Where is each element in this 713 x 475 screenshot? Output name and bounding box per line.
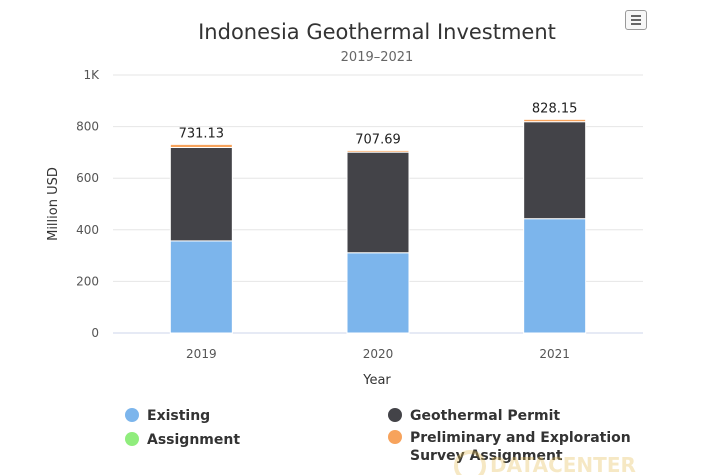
legend-marker [125,408,139,422]
legend-item-label: Assignment [147,432,240,448]
legend-marker [388,430,402,444]
y-axis-ticks: 0 200 400 600 800 1K [76,68,100,340]
total-data-label: 731.13 [179,126,225,141]
legend: Existing Geothermal Permit Assignment Preli… [125,408,631,464]
watermark-logo: DATACENTER [454,450,636,475]
x-tick-label: 2020 [363,347,394,361]
y-tick-label: 400 [76,223,99,237]
data-labels: 731.13 707.69 828.15 [179,101,578,147]
y-axis-title: Million USD [46,167,61,241]
x-tick-label: 2019 [186,347,217,361]
watermark-text: DATACENTER [490,453,636,475]
y-tick-label: 1K [83,68,100,82]
chart-title: Indonesia Geothermal Investment [198,20,556,44]
total-data-label: 828.15 [532,101,578,116]
bar-segment [169,240,233,334]
legend-marker [125,432,139,446]
legend-item-label: Geothermal Permit [410,408,560,424]
bar-segment [523,218,587,334]
chart-subtitle: 2019–2021 [341,50,414,65]
y-tick-label: 200 [76,274,99,288]
x-axis-title: Year [362,373,391,388]
bar-segment [346,252,410,334]
legend-marker [388,408,402,422]
y-tick-label: 0 [91,326,99,340]
bar-segment [523,118,587,123]
legend-item-label: Preliminary and Exploration Survey Assign… [410,430,631,464]
x-axis-ticks: 2019 2020 2021 [186,347,570,361]
bar-segment [346,151,410,254]
y-tick-label: 800 [76,120,99,134]
x-tick-label: 2021 [539,347,570,361]
bar-segment [169,146,233,242]
bar-segment [346,149,410,153]
hamburger-menu-icon[interactable] [625,10,647,30]
bar-segment [523,121,587,220]
legend-item-label: Existing [147,408,210,424]
bars [169,118,587,334]
total-data-label: 707.69 [355,132,401,147]
y-tick-label: 600 [76,171,99,185]
bar-segment [169,143,233,148]
